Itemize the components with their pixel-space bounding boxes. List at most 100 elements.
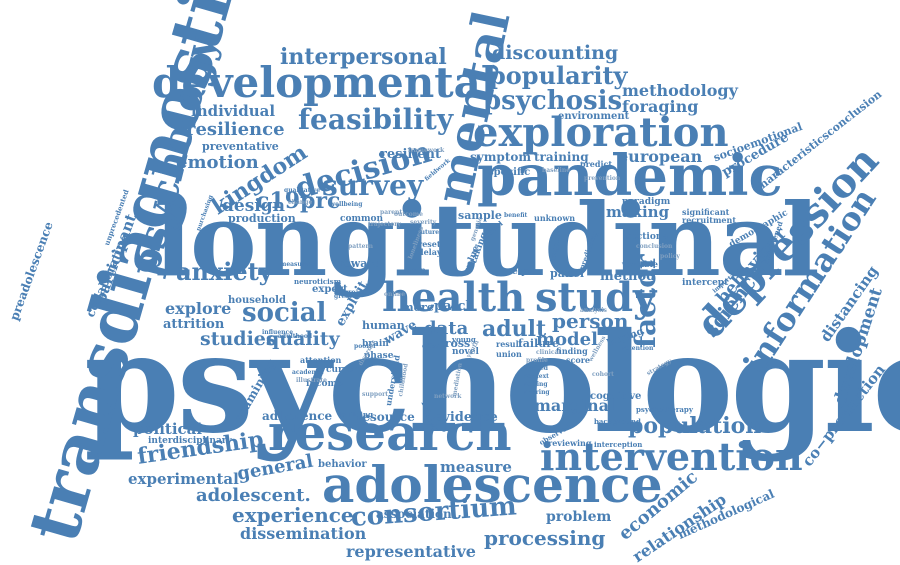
word-retention: retention	[622, 345, 654, 352]
word-delay: delay	[418, 247, 442, 257]
word-symptom: symptom	[470, 150, 532, 164]
word-dissemination: dissemination	[240, 524, 367, 543]
word-behavior: behavior	[318, 459, 367, 470]
word-cognitive: cognitive	[590, 391, 642, 402]
word-population: population	[628, 413, 762, 439]
word-qualitative: qualitative	[284, 187, 321, 194]
word-anxiety: anxiety	[176, 257, 273, 286]
word-expert: expert	[312, 284, 348, 295]
word-exploration: exploration	[473, 109, 729, 156]
word-limited: limited	[524, 365, 548, 372]
word-discounting: discounting	[492, 42, 619, 64]
word-quality: quality	[266, 328, 340, 350]
word-more: more	[402, 301, 434, 314]
word-interception: interception	[594, 440, 643, 449]
word-change: change	[288, 199, 313, 206]
word-brain: brain	[362, 339, 389, 349]
word-effect: effect	[422, 343, 441, 350]
word-adolescent: adolescent.	[196, 485, 311, 506]
word-unknown: unknown	[534, 213, 576, 223]
word-failure: failure	[518, 337, 560, 350]
word-patch: patch	[434, 299, 475, 314]
word-current: current	[326, 365, 364, 375]
word-significant: significant	[682, 207, 730, 217]
word-cohort: cohort	[592, 371, 614, 378]
word-association: association	[376, 507, 452, 521]
word-prevention: prevention	[584, 175, 621, 182]
word-intercept: intercept	[682, 278, 729, 288]
word-interdisciplinary: interdisciplinary	[148, 436, 232, 446]
word-model: model	[536, 329, 598, 350]
word-result: result	[496, 339, 523, 349]
word-preventative: preventative	[202, 140, 279, 153]
word-production: production	[228, 212, 296, 225]
word-setting: setting	[524, 381, 548, 388]
word-income: income	[306, 379, 343, 389]
word-research: research	[268, 403, 512, 462]
word-building: building	[340, 410, 373, 419]
word-individual: individual	[191, 102, 276, 120]
word-representative: representative	[346, 542, 476, 561]
word-neuroticism: neuroticism	[294, 277, 342, 286]
word-union: union	[496, 349, 522, 359]
word-foraging: foraging	[622, 97, 699, 116]
word-developmental: developmental	[152, 58, 497, 107]
word-variable: variable	[622, 259, 658, 269]
word-popularity: popularity	[489, 61, 628, 90]
word-psychotherapy: psychotherapy	[636, 405, 693, 414]
word-attention: attention	[300, 355, 342, 365]
word-longitudinal: longitudinal	[154, 181, 820, 299]
word-paradigm: paradigm	[622, 197, 671, 207]
word-conclusion: conclusion	[636, 243, 673, 250]
word-resource: resource	[356, 410, 415, 424]
word-processing: processing	[484, 526, 606, 550]
word-network: network	[434, 393, 462, 400]
word-score: score	[566, 355, 591, 365]
word-academic: academic	[292, 369, 324, 376]
word-methodology: methodology	[622, 81, 738, 100]
word-increase: increase	[338, 289, 367, 296]
word-context: context	[524, 373, 549, 380]
word-phase: phase	[364, 351, 394, 361]
word-outcome: outcome	[394, 211, 423, 218]
word-problem: problem	[546, 509, 612, 525]
word-adherence: adherence	[262, 409, 333, 423]
word-parent: parent	[380, 209, 403, 216]
word-baseline: baseline	[542, 167, 571, 174]
word-common: common	[340, 214, 384, 224]
word-reward: reward	[338, 257, 381, 270]
word-recruitment: recruitment	[682, 215, 737, 225]
word-trajectory: trajectory	[368, 221, 401, 228]
word-specific: specific	[488, 167, 531, 178]
word-sample: sample	[458, 209, 502, 222]
word-psychological: psychological	[84, 303, 900, 464]
word-method: method	[600, 269, 656, 284]
word-severity: severity	[410, 219, 437, 226]
word-feasibility: feasibility	[298, 103, 454, 136]
word-novel: novel	[452, 347, 479, 357]
word-health: health	[382, 274, 526, 321]
word-design: design	[222, 196, 285, 216]
word-future: future	[418, 229, 440, 236]
word-measure: measure	[440, 458, 512, 476]
word-young: young	[452, 335, 476, 344]
word-training: training	[534, 150, 589, 164]
word-studies: studies	[200, 328, 277, 350]
word-adulthood: adulthood	[278, 333, 313, 340]
word-measuring: measuring	[280, 261, 316, 268]
word-finding: finding	[556, 346, 588, 356]
word-panel: panel	[550, 267, 584, 280]
word-explore: explore	[165, 299, 232, 318]
word-analysis: analysis	[580, 307, 607, 314]
word-household: household	[228, 295, 286, 306]
word-political: political	[133, 420, 203, 438]
word-making: making	[606, 203, 670, 221]
word-pandemic: pandemic	[477, 143, 783, 209]
word-benefit: benefit	[504, 212, 528, 219]
word-emotion: emotion	[176, 152, 259, 173]
word-social: social	[242, 298, 327, 328]
word-intervention: intervention	[540, 434, 803, 479]
word-illustrate: illustrate	[296, 377, 327, 384]
word-influence: influence	[262, 329, 294, 336]
